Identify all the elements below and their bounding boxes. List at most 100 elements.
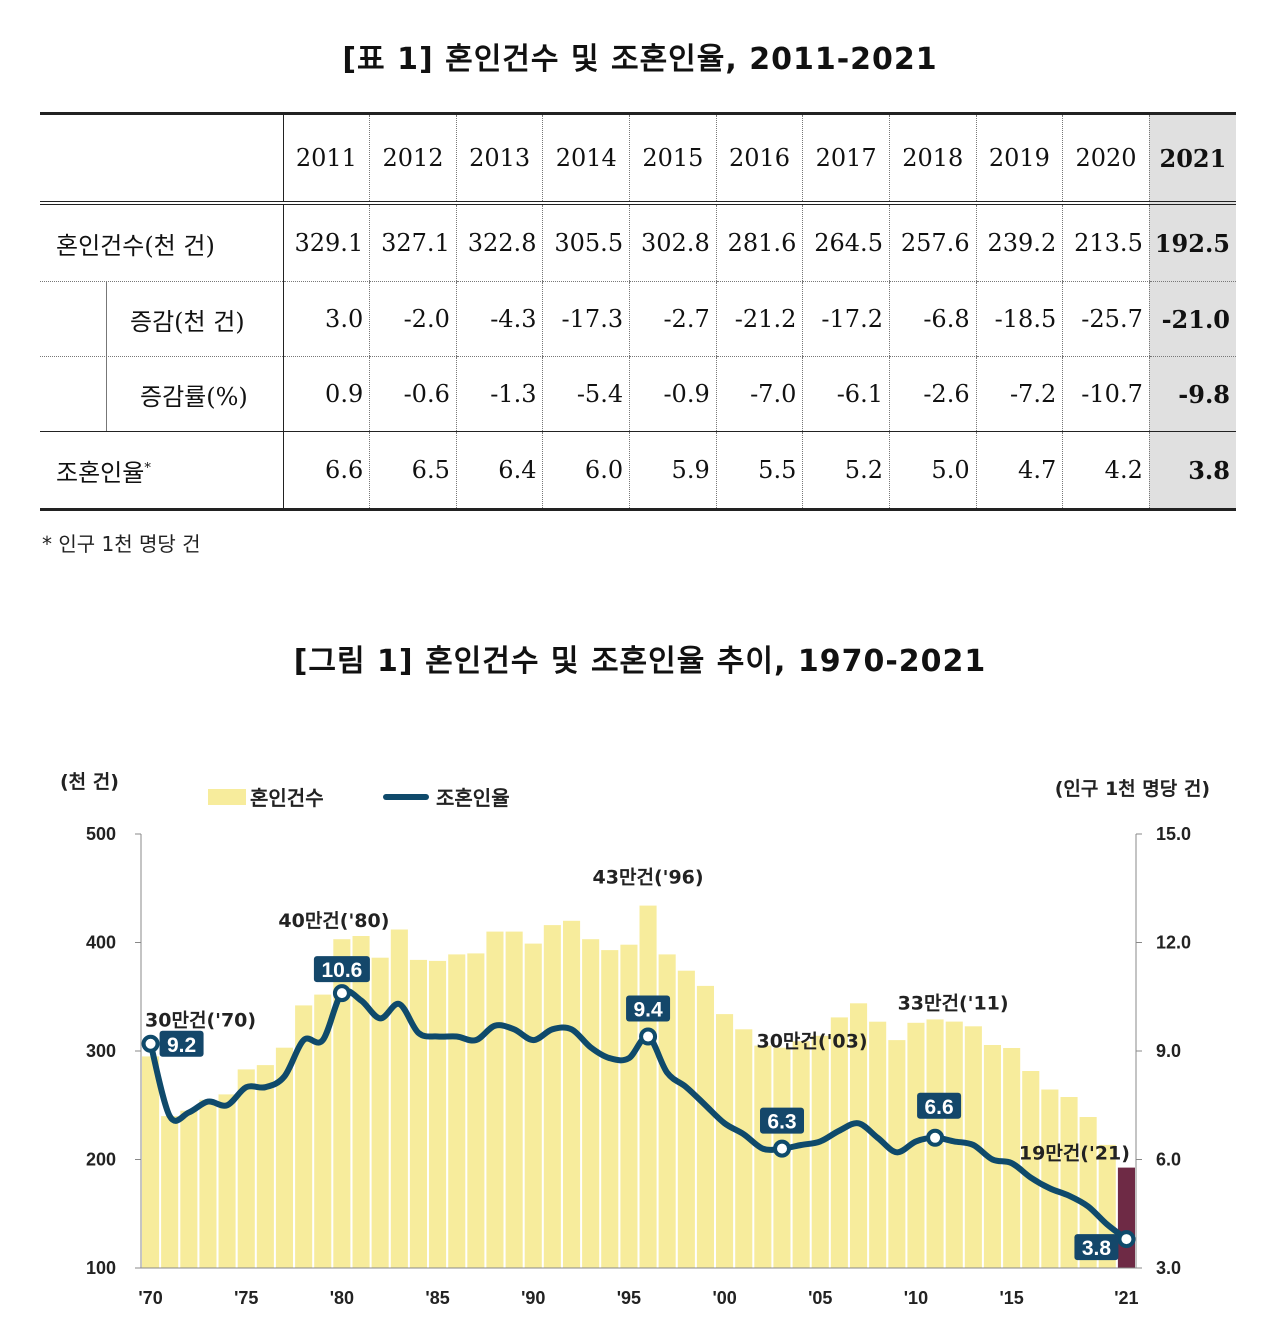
row-label: 조혼인율*	[40, 431, 284, 511]
table-cell: -18.5	[975, 281, 1063, 357]
bar-marriages-1975	[237, 1069, 255, 1268]
table-cell: -2.7	[629, 281, 717, 357]
bar-marriages-1974	[218, 1094, 236, 1268]
bar-marriages-1981	[352, 936, 370, 1268]
table-cell: 322.8	[455, 203, 543, 282]
table-cell: 264.5	[802, 203, 890, 282]
x-tick-label: '05	[808, 1288, 832, 1308]
bar-marriages-1989	[505, 931, 523, 1268]
table-cell: 4.7	[975, 431, 1063, 511]
rate-label-bg-1980	[313, 956, 370, 983]
rate-label-2021: 3.8	[1082, 1237, 1112, 1260]
x-tick-label: '70	[138, 1288, 162, 1308]
y-tick-label-left: 500	[86, 824, 116, 844]
bar-marriages-2010	[907, 1022, 925, 1268]
table-cell: 6.0	[542, 431, 630, 511]
bar-marriages-2002	[754, 1045, 772, 1268]
row-label-text: 증감률(%)	[140, 382, 248, 411]
bar-marriages-2006	[830, 1017, 848, 1268]
table-cell: 3.0	[282, 281, 370, 357]
rate-label-bg-2003	[760, 1107, 805, 1134]
y-tick-label-left: 300	[86, 1041, 116, 1061]
footnote: * 인구 1천 명당 건	[42, 532, 201, 556]
bar-marriages-2016	[1022, 1071, 1040, 1268]
y-tick-label-right: 12.0	[1156, 933, 1191, 953]
header-corner	[40, 112, 284, 205]
line-crude-marriage-rate	[147, 987, 1130, 1243]
table-cell: 6.5	[369, 431, 457, 511]
bar-marriages-2003	[773, 1047, 791, 1268]
bar-marriages-1986	[448, 954, 466, 1268]
bar-marriages-1991	[543, 925, 561, 1268]
bar-marriages-1983	[390, 929, 408, 1268]
bar-marriages-1970	[142, 1056, 160, 1268]
x-tick-label: '00	[712, 1288, 736, 1308]
table-cell: 257.6	[888, 203, 977, 282]
header-year: 2018	[888, 112, 977, 205]
header-year: 2019	[975, 112, 1063, 205]
table-cell: 5.0	[888, 431, 977, 511]
row-label-text: 증감(천 건)	[130, 307, 245, 336]
x-tick-label: '90	[521, 1288, 545, 1308]
bar-marriages-1992	[563, 920, 581, 1268]
table-cell: 302.8	[629, 203, 717, 282]
bar-annotation-2011: 33만건('11)	[898, 992, 1009, 1014]
bar-marriages-1987	[467, 953, 485, 1268]
table-cell: 281.6	[715, 203, 803, 282]
table-cell: 4.2	[1062, 431, 1150, 511]
table-cell: 305.5	[542, 203, 630, 282]
rate-marker-1970	[141, 1034, 160, 1053]
bar-marriages-2005	[811, 1035, 829, 1268]
rate-label-bg-2011	[917, 1092, 962, 1119]
table-cell: -25.7	[1062, 281, 1150, 357]
table-cell: 6.4	[455, 431, 543, 511]
rate-label-1996: 9.4	[633, 999, 663, 1022]
legend-bar-label: 혼인건수	[250, 786, 324, 810]
bar-marriages-2007	[850, 1003, 868, 1268]
table-header-row: 2011 2012 2013 2014 2015 2016 2017 2018 …	[40, 112, 1236, 205]
rate-label-bg-1996	[626, 995, 671, 1022]
bar-marriages-1996	[639, 905, 657, 1268]
table-cell: 5.2	[802, 431, 890, 511]
table-cell: 5.9	[629, 431, 717, 511]
table-cell: -7.2	[975, 356, 1063, 432]
bar-marriages-1993	[582, 939, 600, 1268]
table-cell: -5.4	[542, 356, 630, 432]
bar-marriages-1985	[429, 960, 447, 1268]
x-tick-label: '21	[1114, 1288, 1138, 1308]
rate-marker-1980	[332, 984, 351, 1003]
bar-marriages-2004	[792, 1041, 810, 1268]
y-tick-label-right: 3.0	[1156, 1258, 1181, 1278]
bar-marriages-2000	[716, 1014, 734, 1268]
bar-marriages-1980	[333, 939, 351, 1268]
table-cell: -21.2	[715, 281, 803, 357]
bar-marriages-2001	[735, 1029, 753, 1268]
table-cell: -6.8	[888, 281, 977, 357]
table-cell: 192.5	[1148, 203, 1236, 282]
marriage-trend-chart: 500 400 300 200 100 15.0 12.0 9.0 6.0 3.0 '70 '75 '8…	[60, 771, 1210, 1308]
bar-annotation-2021: 19만건('21)	[1019, 1143, 1130, 1165]
rate-label-2003: 6.3	[767, 1111, 796, 1134]
bar-marriages-1984	[409, 959, 427, 1268]
table-cell: -17.2	[802, 281, 890, 357]
table-cell: 5.5	[715, 431, 803, 511]
bar-annotation-1980: 40만건('80)	[278, 910, 389, 932]
rate-marker-2003	[773, 1139, 792, 1158]
x-tick-label: '15	[999, 1288, 1023, 1308]
y-tick-label-left: 200	[86, 1150, 116, 1170]
x-tick-label: '85	[425, 1288, 449, 1308]
header-year: 2013	[455, 112, 543, 205]
header-year: 2014	[542, 112, 630, 205]
table-cell: 213.5	[1062, 203, 1150, 282]
rate-label-2011: 6.6	[924, 1096, 953, 1119]
rate-marker-2011	[926, 1128, 945, 1147]
table-cell: -10.7	[1062, 356, 1150, 432]
table-cell: -6.1	[802, 356, 890, 432]
rate-marker-1996	[639, 1027, 658, 1046]
header-year: 2020	[1062, 112, 1150, 205]
header-year: 2012	[369, 112, 457, 205]
table-cell: 0.9	[282, 356, 370, 432]
table-title: [표 1] 혼인건수 및 조혼인율, 2011-2021	[342, 42, 938, 77]
header-year: 2011	[282, 112, 370, 205]
table-cell: -2.6	[888, 356, 977, 432]
